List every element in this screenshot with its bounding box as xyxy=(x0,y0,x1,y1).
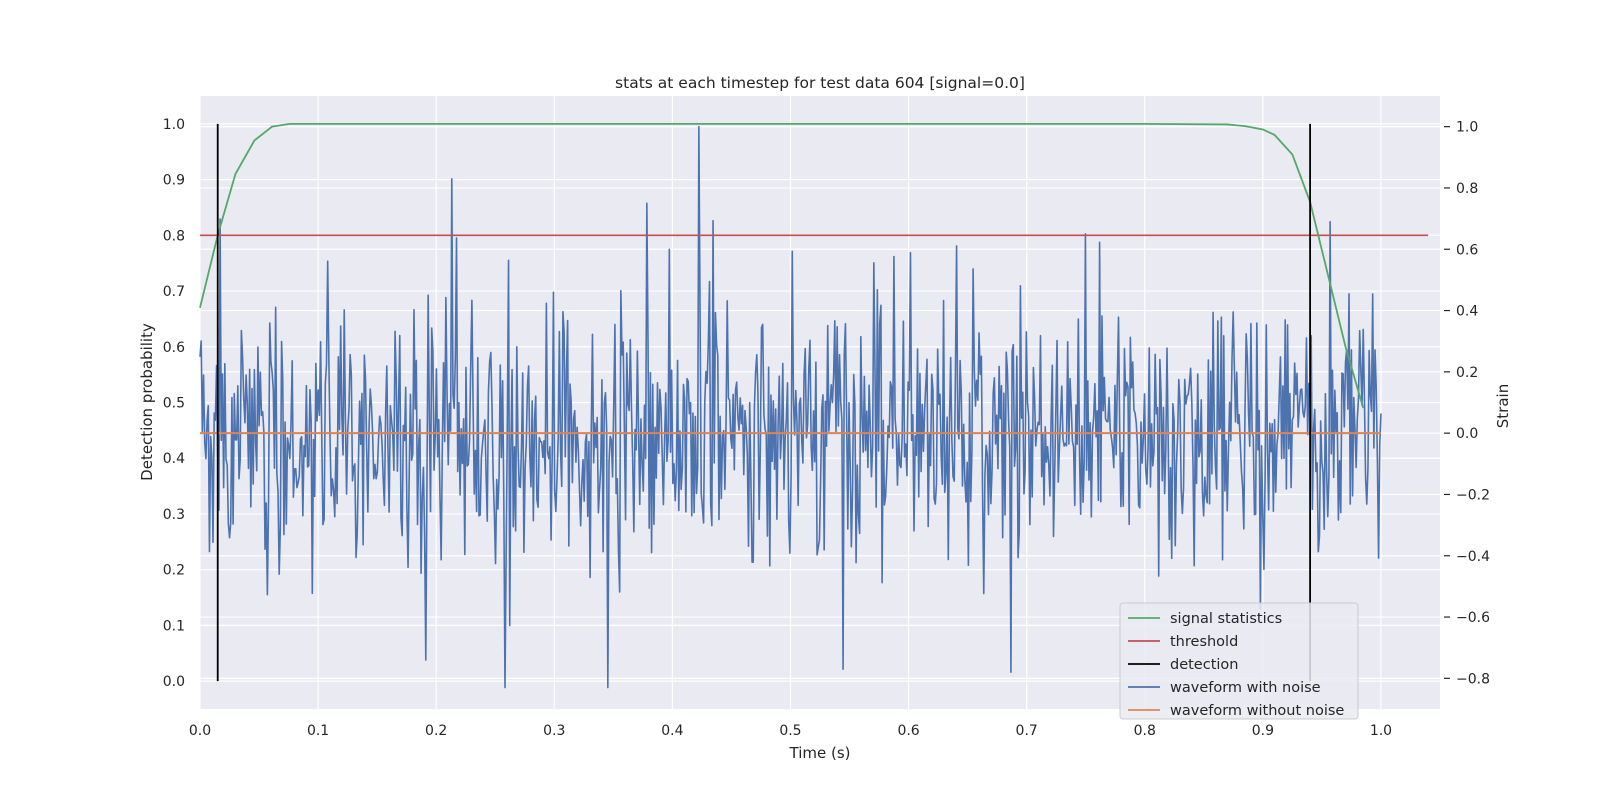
legend: signal statistics threshold detection wavef… xyxy=(1119,602,1359,720)
x-tick-label: 0.9 xyxy=(1252,723,1274,739)
series-layer xyxy=(199,122,1429,689)
y-right-tick-label: 0.4 xyxy=(1456,304,1478,320)
x-tick-label: 0.0 xyxy=(189,723,211,739)
y-right-tick-label: 0.8 xyxy=(1456,181,1478,197)
x-axis-label: Time (s) xyxy=(789,744,851,762)
y-tick-label: 0.3 xyxy=(163,507,185,523)
y-axis-label: Detection probability xyxy=(138,323,156,481)
y-tick-label: 0.1 xyxy=(163,618,185,634)
x-tick-label: 0.6 xyxy=(897,723,919,739)
x-tick-label: 1.0 xyxy=(1370,723,1392,739)
y-tick-label: 0.2 xyxy=(163,563,185,579)
y-right-tick-label: −0.2 xyxy=(1456,487,1490,503)
y-right-tick-label: 0.6 xyxy=(1456,242,1478,258)
x-tick-label: 0.3 xyxy=(543,723,565,739)
legend-label: threshold xyxy=(1170,634,1238,650)
y-right-tick-label: −0.6 xyxy=(1456,610,1490,626)
y-tick-label: 0.7 xyxy=(163,284,185,300)
y-right-tick-label: 0.0 xyxy=(1456,426,1478,442)
legend-label: waveform without noise xyxy=(1170,703,1344,719)
x-tick-label: 0.2 xyxy=(425,723,447,739)
x-tick-label: 0.1 xyxy=(307,723,329,739)
legend-box xyxy=(1119,602,1359,720)
y-tick-label: 0.5 xyxy=(163,396,185,412)
series-signal-statistics xyxy=(199,122,1365,409)
chart-title: stats at each timestep for test data 604… xyxy=(615,74,1025,92)
y-right-tick-label: 0.2 xyxy=(1456,365,1478,381)
y-right-tick-label: −0.8 xyxy=(1456,671,1490,687)
axes: 0.0 0.1 0.2 0.3 0.4 0.5 0.6 0.7 0.8 0.9 1.0 0.0 0.1 0… xyxy=(163,117,1490,739)
y-tick-label: 1.0 xyxy=(163,117,185,133)
y-right-tick-label: 1.0 xyxy=(1456,120,1478,136)
x-tick-label: 0.8 xyxy=(1134,723,1156,739)
y-right-tick-label: −0.4 xyxy=(1456,549,1490,565)
x-tick-label: 0.7 xyxy=(1016,723,1038,739)
legend-label: detection xyxy=(1170,657,1238,673)
legend-label: waveform with noise xyxy=(1170,680,1321,696)
y-tick-label: 0.0 xyxy=(163,674,185,690)
x-tick-label: 0.5 xyxy=(779,723,801,739)
y-axis-right-label: Strain xyxy=(1494,384,1512,428)
y-tick-label: 0.8 xyxy=(163,228,185,244)
y-tick-label: 0.4 xyxy=(163,451,185,467)
y-tick-label: 0.6 xyxy=(163,340,185,356)
x-tick-label: 0.4 xyxy=(661,723,683,739)
legend-label: signal statistics xyxy=(1170,611,1282,627)
y-tick-label: 0.9 xyxy=(163,173,185,189)
